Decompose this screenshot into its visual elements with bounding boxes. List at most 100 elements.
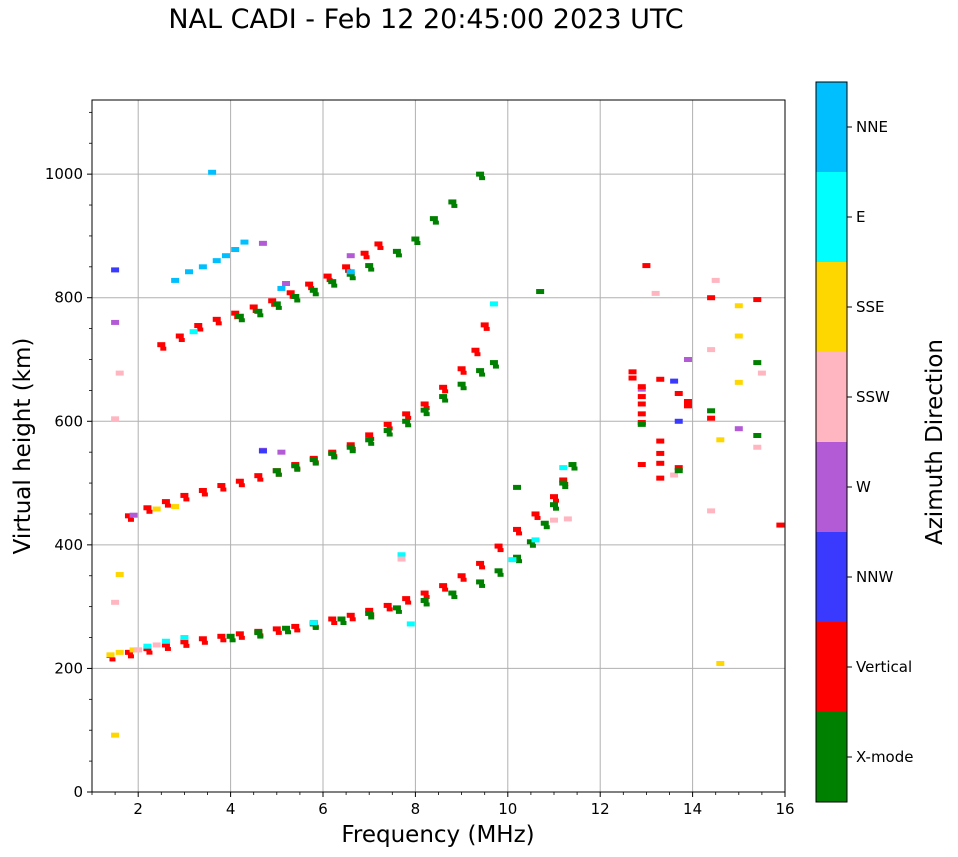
axis-layer: 2 4 6 8 10 12 14 16 0 200 400 600 800 1000	[45, 111, 795, 818]
echo-point	[540, 520, 549, 526]
echo-point	[312, 292, 319, 297]
echo-point	[420, 401, 429, 407]
echo-point	[249, 304, 258, 310]
echo-point	[282, 281, 291, 287]
echo-point	[275, 630, 282, 635]
y-tick-label: 1000	[45, 165, 83, 183]
y-tick-label: 600	[54, 412, 83, 430]
echo-point	[340, 621, 347, 625]
echo-point	[240, 239, 249, 245]
echo-point	[674, 390, 683, 396]
echo-point	[508, 557, 517, 563]
echo-point	[212, 316, 221, 322]
echo-point	[476, 560, 485, 566]
x-tick-label: 14	[683, 800, 702, 818]
echo-point	[753, 444, 762, 450]
colorbar-tick-label: NNE	[856, 118, 888, 136]
echo-point	[405, 600, 412, 605]
echo-point	[476, 579, 485, 585]
echo-point	[337, 616, 346, 622]
echo-point	[642, 263, 651, 269]
colorbar: X-mode Vertical NNW W SSW SSE E NNE	[815, 81, 913, 803]
echo-point	[670, 378, 679, 384]
echo-point	[550, 502, 558, 508]
echo-point	[439, 583, 448, 589]
echo-point	[656, 450, 665, 456]
echo-point	[707, 295, 716, 301]
echo-point	[254, 630, 263, 636]
x-axis-label: Frequency (MHz)	[341, 822, 534, 848]
echo-point	[171, 277, 180, 283]
echo-point	[164, 646, 171, 651]
echo-point	[716, 437, 725, 443]
echo-point	[397, 552, 406, 558]
echo-point	[656, 438, 665, 444]
echo-point	[221, 253, 230, 259]
echo-point	[497, 548, 504, 553]
echo-point	[171, 504, 180, 510]
x-tick-label: 2	[133, 800, 143, 818]
echo-point	[559, 465, 568, 471]
echo-point	[127, 517, 134, 522]
echo-point	[534, 515, 541, 520]
echo-point	[363, 255, 370, 260]
y-tick-label: 200	[54, 659, 83, 677]
echo-point	[291, 623, 300, 629]
echo-point	[115, 649, 124, 655]
echo-point	[254, 473, 263, 479]
x-tick-label: 6	[318, 800, 328, 818]
echo-point	[124, 513, 133, 519]
echo-point	[346, 269, 355, 275]
echo-point	[637, 384, 646, 390]
echo-point	[439, 394, 448, 400]
echo-point	[402, 596, 411, 602]
echo-point	[272, 301, 281, 307]
echo-point	[111, 599, 120, 605]
echo-point	[460, 577, 467, 582]
echo-point	[757, 370, 766, 376]
echo-point	[258, 448, 267, 454]
echo-point	[323, 273, 332, 279]
echo-point	[220, 638, 227, 643]
echo-point	[342, 264, 351, 270]
echo-point	[489, 360, 498, 366]
echo-point	[513, 526, 522, 532]
echo-point	[753, 360, 762, 366]
echo-point	[476, 368, 485, 374]
colorbar-tick-label: E	[856, 208, 865, 226]
echo-point	[257, 634, 264, 639]
echo-point	[543, 525, 550, 530]
echo-point	[134, 647, 143, 653]
echo-point	[180, 639, 189, 645]
echo-point	[349, 276, 356, 281]
colorbar-swatch	[816, 622, 847, 712]
echo-point	[656, 376, 665, 382]
echo-point	[235, 313, 244, 319]
echo-point	[201, 492, 208, 497]
y-tick-label: 0	[73, 783, 83, 801]
echo-point	[568, 462, 577, 468]
echo-point	[420, 597, 429, 603]
echo-point	[451, 203, 458, 208]
echo-point	[674, 468, 683, 474]
echo-point	[368, 615, 375, 620]
echo-point	[559, 480, 568, 486]
echo-point	[753, 432, 762, 438]
echo-point	[146, 650, 153, 655]
echo-point	[707, 408, 716, 414]
colorbar-tick-label: X-mode	[856, 748, 913, 766]
y-tick-label: 400	[54, 536, 83, 554]
echo-point	[734, 426, 743, 432]
echo-point	[275, 305, 282, 310]
echo-point	[414, 241, 421, 246]
echo-point	[161, 499, 170, 505]
echo-point	[106, 652, 115, 658]
echo-point	[448, 590, 457, 596]
echo-point	[164, 503, 171, 508]
echo-point	[439, 384, 448, 390]
echo-point	[471, 347, 480, 353]
echo-point	[143, 505, 152, 511]
echo-point	[124, 649, 133, 655]
echo-point	[365, 437, 374, 443]
echo-point	[208, 169, 217, 175]
